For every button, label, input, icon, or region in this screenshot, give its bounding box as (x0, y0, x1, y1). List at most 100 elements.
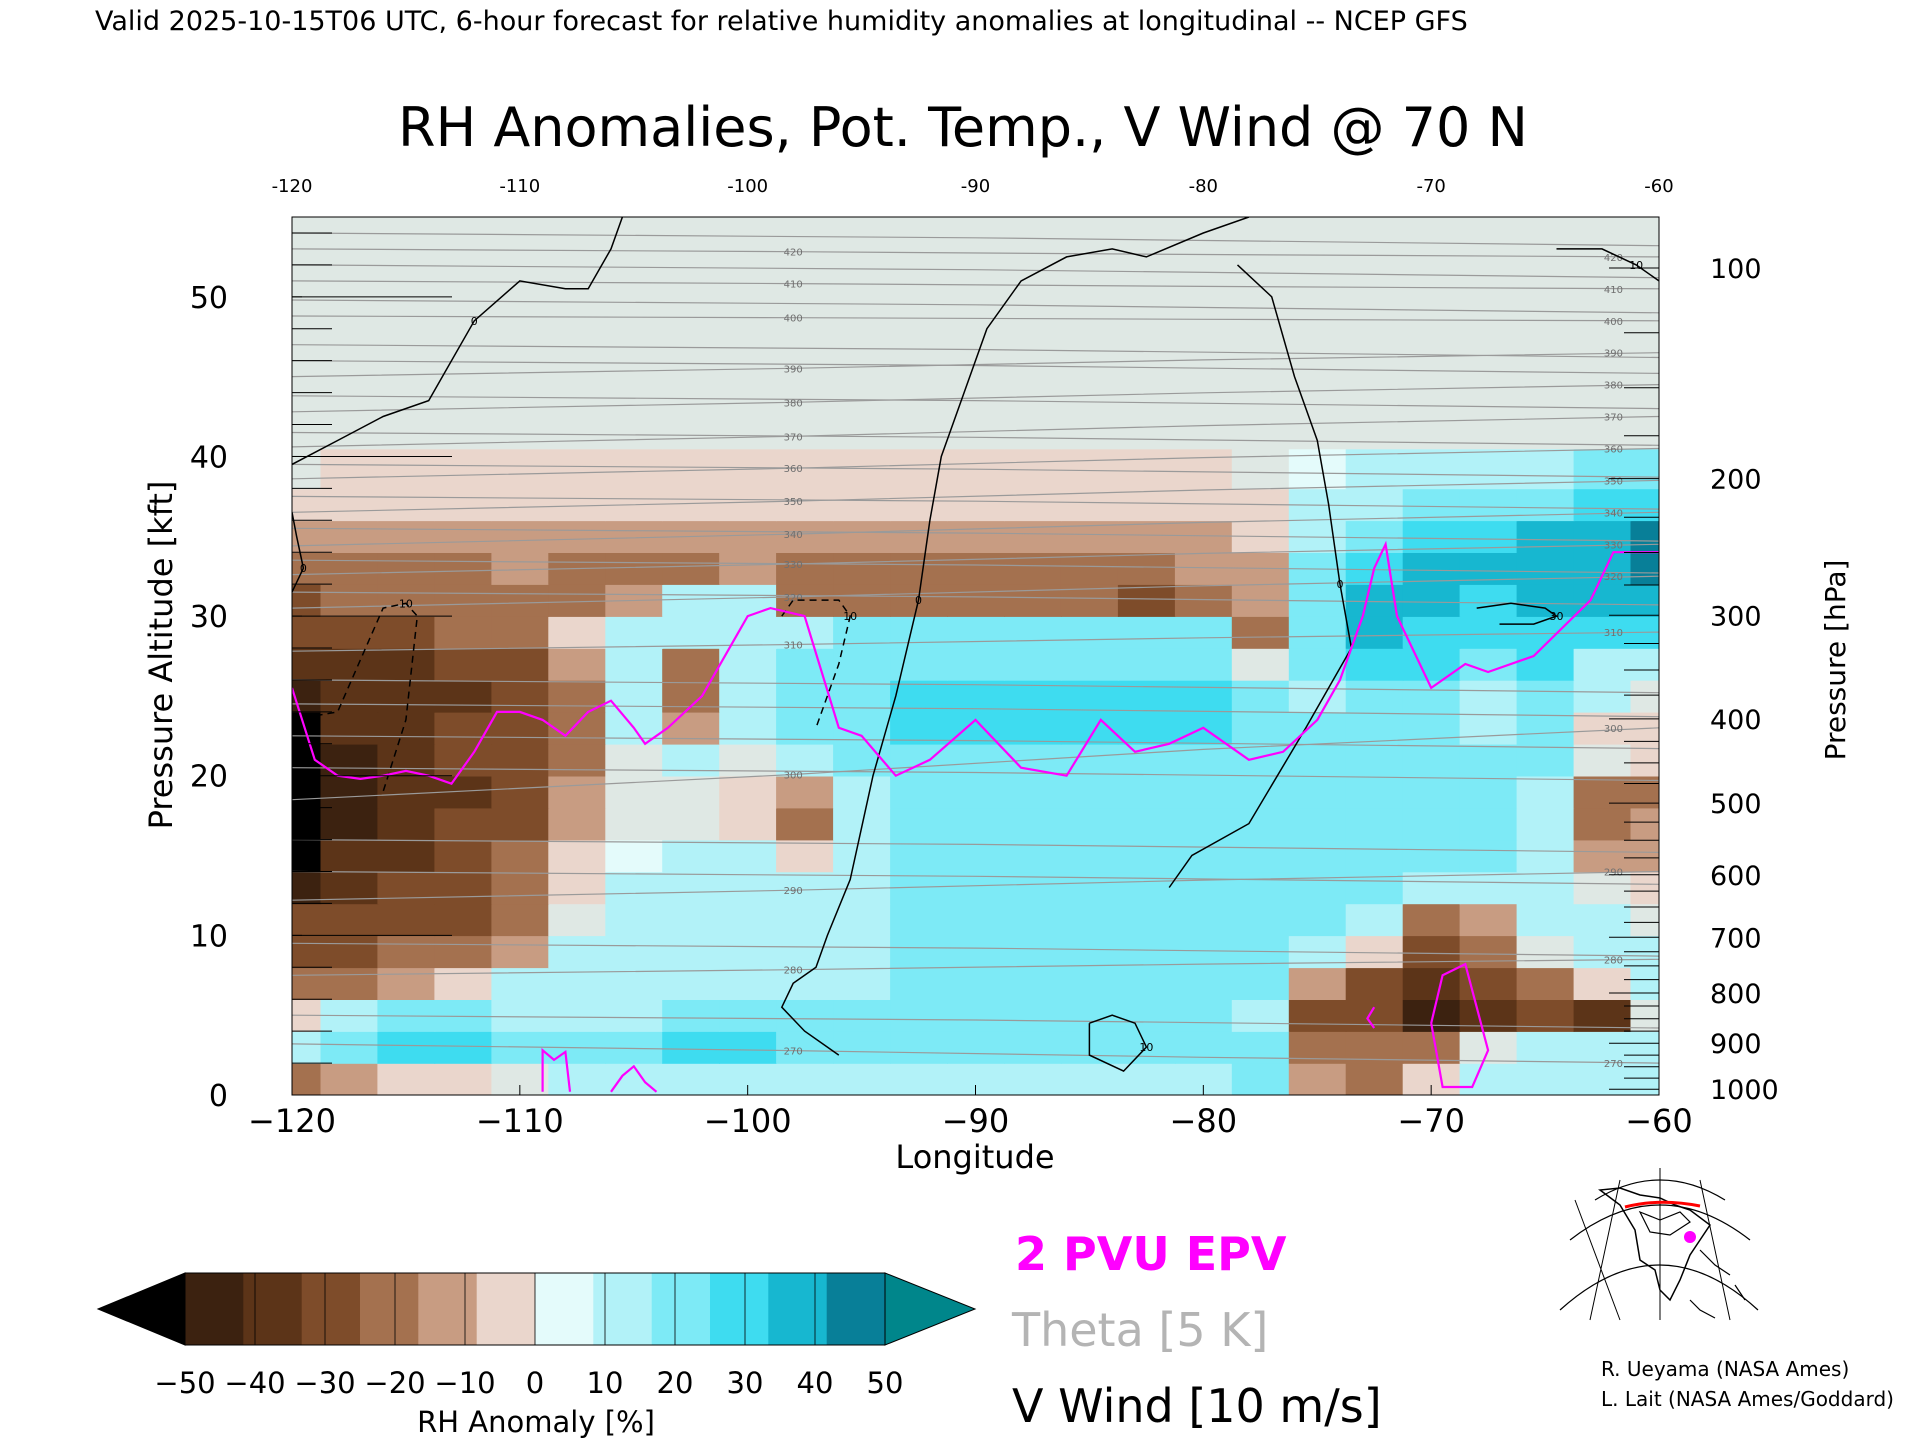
rh-cell (1117, 392, 1176, 450)
v-wind-line (1476, 602, 1559, 625)
rh-cell (1288, 743, 1347, 777)
rh-cell (434, 616, 493, 649)
rh-cell (776, 839, 834, 873)
colorbar-tick-label: 10 (587, 1366, 624, 1400)
rh-cell (833, 648, 891, 681)
colorbar-label: RH Anomaly [%] (417, 1405, 655, 1439)
pv-line-segment (1430, 962, 1490, 1089)
rh-cell (491, 935, 550, 969)
theta-label: 290 (784, 886, 803, 897)
theta-line (292, 870, 1659, 885)
rh-cell (605, 903, 664, 937)
x-tick-label: −110 (476, 1102, 564, 1140)
rh-cell (548, 488, 607, 522)
rh-cell (1516, 967, 1575, 1000)
rh-cell (1288, 256, 1347, 330)
rh-cell (947, 552, 1005, 585)
colorbar-tick-label: −50 (154, 1366, 215, 1400)
theta-line (292, 870, 1659, 901)
rh-cell (1402, 743, 1461, 777)
rh-cell (662, 392, 720, 450)
rh-cell (548, 871, 607, 905)
rh-cell (434, 584, 493, 617)
theta-label: 270 (784, 1047, 803, 1058)
y-axis-left: 0 10 20 30 40 50 (190, 281, 302, 1114)
y-tick-label: 40 (190, 441, 228, 476)
rh-cell (1402, 839, 1461, 873)
rh-cell (1459, 328, 1518, 394)
y-tick-label: 30 (190, 600, 228, 635)
rh-cell (662, 871, 720, 905)
rh-cell (605, 839, 664, 873)
theta-line (292, 735, 1659, 750)
y-tick-label: 10 (190, 919, 228, 954)
rh-cell (491, 584, 550, 617)
rh-cell (719, 488, 777, 522)
rh-cell (776, 648, 834, 681)
v-wind-line (292, 602, 419, 792)
rh-cell (1231, 743, 1290, 777)
rh-cell (1174, 935, 1233, 969)
rh-cell (1174, 648, 1233, 681)
rh-cell (662, 999, 720, 1032)
rh-cell (1630, 1063, 1659, 1095)
theta-line (292, 447, 1659, 480)
rh-cell (1060, 552, 1119, 585)
rh-cell (1459, 807, 1518, 841)
rh-cell (491, 775, 550, 809)
pv-line-segment (610, 1064, 658, 1093)
x-top-tick-label: -90 (961, 176, 990, 197)
rh-cell (292, 1063, 322, 1095)
theta-line (292, 679, 1659, 694)
rh-cell (377, 839, 436, 873)
rh-cell (1630, 552, 1659, 585)
colorbar-swatch (301, 1273, 361, 1345)
rh-cell (1060, 1063, 1119, 1095)
v-wind-label: 0 (471, 315, 478, 328)
theta-line (292, 360, 1659, 374)
rh-cell (1630, 392, 1659, 450)
rh-cell (890, 711, 948, 745)
rh-cell (1117, 679, 1176, 713)
rh-cell (1459, 999, 1518, 1032)
rh-cell (1516, 1031, 1575, 1064)
rh-cell (1231, 999, 1290, 1032)
rh-cell (434, 256, 493, 330)
rh-cell (548, 711, 607, 745)
rh-cell (1630, 871, 1659, 905)
rh-cell (1004, 775, 1062, 809)
rh-cell (1630, 1031, 1659, 1064)
rh-cell (1459, 775, 1518, 809)
rh-cell (1174, 679, 1233, 713)
rh-cell (719, 328, 777, 394)
rh-cell (605, 967, 664, 1000)
rh-cell (1516, 648, 1575, 681)
rh-cell (947, 935, 1005, 969)
rh-cell (1573, 679, 1632, 713)
colorbar-swatch (360, 1273, 419, 1345)
rh-cell (1516, 839, 1575, 873)
rh-cell (1231, 839, 1290, 873)
rh-cell (1516, 871, 1575, 905)
rh-cell (833, 839, 891, 873)
rh-cell (1630, 903, 1659, 937)
pressure-tick-label: 600 (1710, 861, 1762, 892)
rh-cell (890, 1063, 948, 1095)
y-tick-label: 20 (190, 760, 228, 795)
colorbar-tick-label: −30 (294, 1366, 355, 1400)
rh-cell (1174, 903, 1233, 937)
rh-cell (377, 775, 436, 809)
colorbar-tick-label: −10 (434, 1366, 495, 1400)
rh-cell (491, 392, 550, 450)
rh-cell (320, 584, 379, 617)
rh-cell (292, 217, 322, 258)
rh-cell (320, 743, 379, 777)
colorbar-swatch (185, 1273, 244, 1345)
rh-cell (890, 648, 948, 681)
rh-cell (605, 520, 664, 553)
rh-cell (1402, 584, 1461, 617)
colorbar-swatch (710, 1273, 769, 1345)
theta-line (292, 431, 1659, 446)
rh-cell (719, 807, 777, 841)
rh-cell (320, 839, 379, 873)
